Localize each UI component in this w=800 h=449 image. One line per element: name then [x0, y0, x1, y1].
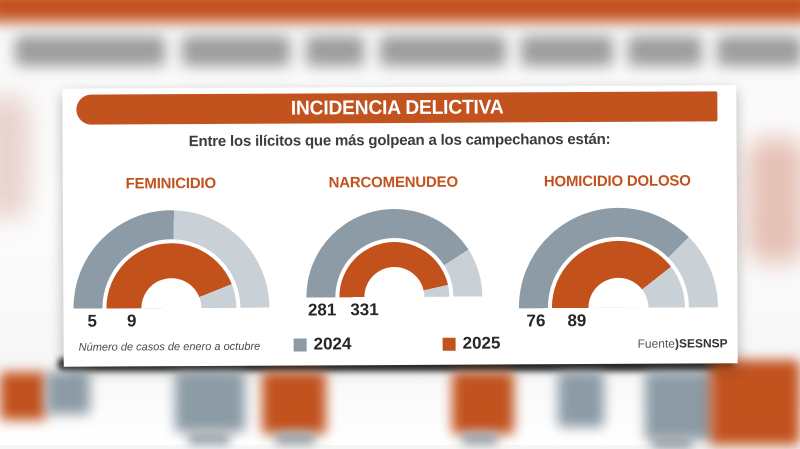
title-banner: INCIDENCIA DELICTIVA — [76, 91, 718, 125]
legend-swatch-2025 — [442, 337, 456, 351]
backdrop-gauge-blob — [452, 372, 514, 434]
backdrop-pink-blob-left — [0, 95, 30, 220]
backdrop-gauge-blob — [645, 372, 715, 440]
backdrop-gauge-blob — [175, 372, 245, 432]
source-prefix: Fuente — [637, 336, 675, 351]
backdrop-number-blob — [652, 436, 692, 449]
backdrop-top-orange-band — [0, 0, 800, 22]
value-2024: 76 — [526, 310, 546, 330]
gauge-title: HOMICIDIO DOLOSO — [543, 172, 691, 191]
gauge-values: 5 9 — [73, 311, 269, 332]
gauge-values: 76 89 — [518, 310, 717, 331]
gauge-block-homicidio-doloso: HOMICIDIO DOLOSO 76 89 — [517, 172, 718, 331]
backdrop-blurred-word — [380, 36, 506, 66]
gauge-title: NARCOMENUDEO — [328, 173, 458, 192]
footnote: Número de casos de enero a octubre — [78, 340, 261, 354]
backdrop-number-blob — [462, 432, 498, 445]
backdrop-blurred-word — [628, 36, 702, 66]
gauge-block-feminicidio: FEMINICIDIO 5 9 — [72, 174, 270, 334]
backdrop-number-blob — [188, 432, 230, 445]
gauge-block-narcomenudeo: NARCOMENUDEO 281 331 — [305, 174, 482, 332]
subtitle: Entre los ilícitos que más golpean a los… — [188, 130, 611, 151]
backdrop-blurred-word — [717, 36, 800, 66]
backdrop-gauge-blob — [262, 372, 326, 434]
value-2025: 89 — [567, 310, 587, 330]
value-2025: 331 — [350, 300, 379, 320]
gauge-chart-narcomenudeo — [305, 208, 482, 298]
backdrop-blurred-word — [306, 36, 364, 66]
gauge-chart-homicidio-doloso — [517, 207, 718, 308]
backdrop-blurred-word — [521, 36, 613, 66]
source-name: SESNSP — [678, 336, 728, 351]
value-2024: 5 — [87, 311, 98, 331]
source-credit: Fuente)SESNSP — [638, 336, 728, 350]
value-2024: 281 — [307, 300, 337, 320]
legend-item-2024: 2024 — [293, 334, 352, 354]
infographic-card: INCIDENCIA DELICTIVA Entre los ilícitos … — [62, 85, 738, 367]
gauge-title: FEMINICIDIO — [125, 174, 216, 193]
backdrop-gauge-blob — [558, 372, 604, 427]
value-2025: 9 — [126, 311, 137, 331]
legend-item-2025: 2025 — [442, 333, 501, 353]
legend-swatch-2024 — [293, 337, 307, 352]
backdrop-gauge-blob — [46, 372, 90, 414]
legend-label-2024: 2024 — [313, 334, 352, 354]
gauge-chart-feminicidio — [72, 209, 270, 309]
backdrop-pink-blob-right — [747, 138, 800, 263]
page-title: INCIDENCIA DELICTIVA — [290, 95, 504, 120]
backdrop-blurred-word — [182, 36, 290, 66]
backdrop-gauge-blob — [710, 360, 800, 445]
backdrop-blurred-word — [15, 36, 165, 66]
backdrop-gauge-blob — [0, 372, 46, 420]
backdrop-number-blob — [275, 432, 315, 445]
gauges-row: FEMINICIDIO 5 9 NARCOMENUDEO 281 — [63, 172, 738, 333]
gauge-values: 281 331 — [306, 300, 482, 321]
legend-label-2025: 2025 — [462, 333, 501, 353]
